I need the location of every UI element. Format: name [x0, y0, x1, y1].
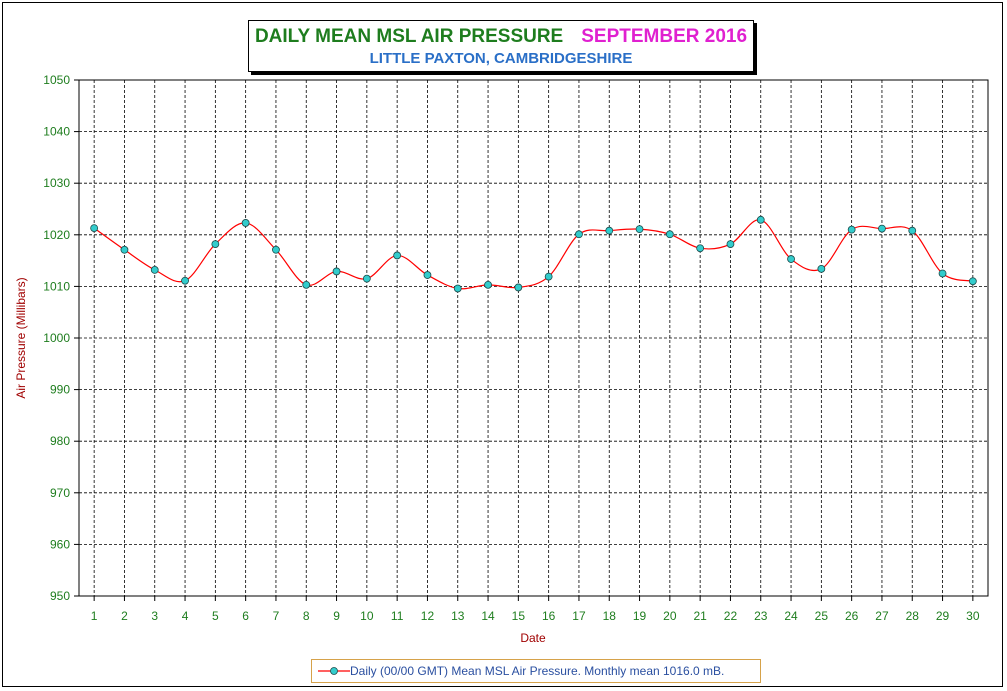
y-tick-label: 970: [50, 486, 70, 500]
y-tick-labels: 950 960 970 980 990 1000 1010 1020 1030 1040 1050: [43, 73, 79, 603]
x-tick-label: 25: [815, 609, 829, 623]
x-tick-label: 5: [212, 609, 219, 623]
x-tick-labels: 1 2 3 4 5 6 7 8 9 10 11 12 13 14 15 16 17 18 19 20 21 22 23 24 2…: [91, 596, 980, 623]
title-line: DAILY MEAN MSL AIR PRESSURE SEPTEMBER 201…: [249, 26, 753, 48]
data-point: [90, 224, 99, 232]
x-tick-label: 12: [421, 609, 435, 623]
y-tick-label: 1000: [43, 331, 70, 345]
data-point: [150, 265, 159, 274]
x-tick-label: 23: [754, 609, 768, 623]
x-tick-label: 19: [633, 609, 647, 623]
data-point: [756, 215, 765, 224]
data-point: [635, 225, 644, 234]
x-tick-label: 16: [542, 609, 556, 623]
x-tick-label: 24: [784, 609, 798, 623]
data-point: [908, 226, 917, 235]
data-point: [817, 264, 826, 273]
legend-symbol: [318, 667, 350, 675]
x-tick-label: 20: [663, 609, 677, 623]
data-point: [878, 224, 886, 233]
grid: [79, 80, 988, 596]
x-tick-label: 7: [273, 609, 280, 623]
x-tick-label: 8: [303, 609, 310, 623]
y-tick-label: 980: [50, 434, 70, 448]
x-tick-label: 15: [512, 609, 526, 623]
y-tick-label: 1010: [43, 279, 70, 293]
chart-title-period: SEPTEMBER 2016: [581, 26, 748, 47]
y-tick-label: 960: [50, 537, 70, 551]
data-point: [181, 276, 189, 285]
data-point: [665, 230, 674, 239]
x-axis-label: Date: [520, 631, 546, 645]
data-point: [241, 219, 250, 227]
data-point: [544, 272, 553, 281]
x-tick-label: 27: [875, 609, 889, 623]
data-point: [211, 240, 220, 248]
series-markers: [90, 215, 977, 293]
data-point: [423, 271, 432, 279]
data-point: [272, 245, 280, 254]
chart-subtitle: LITTLE PAXTON, CAMBRIDGESHIRE: [369, 50, 633, 67]
y-axis-label: Air Pressure (Millibars): [14, 277, 28, 398]
y-tick-label: 990: [50, 383, 70, 397]
data-point: [696, 244, 705, 253]
data-point: [332, 267, 341, 276]
x-tick-label: 21: [693, 609, 707, 623]
x-tick-label: 26: [845, 609, 859, 623]
x-tick-label: 9: [333, 609, 340, 623]
data-point: [968, 277, 977, 286]
data-point: [787, 255, 795, 263]
data-point: [575, 230, 583, 239]
data-point: [726, 240, 735, 248]
legend-label: Daily (00/00 GMT) Mean MSL Air Pressure.…: [350, 664, 725, 678]
y-tick-label: 950: [50, 589, 70, 603]
x-tick-label: 1: [91, 609, 98, 623]
x-tick-label: 17: [572, 609, 586, 623]
x-tick-label: 28: [906, 609, 920, 623]
x-tick-label: 18: [603, 609, 617, 623]
data-point: [120, 245, 129, 254]
x-tick-label: 14: [481, 609, 495, 623]
legend: Daily (00/00 GMT) Mean MSL Air Pressure.…: [311, 659, 761, 683]
data-point: [514, 283, 523, 292]
y-tick-label: 1030: [43, 176, 70, 190]
x-tick-label: 13: [451, 609, 465, 623]
data-point: [484, 280, 492, 289]
x-tick-label: 4: [182, 609, 189, 623]
data-point: [393, 251, 402, 260]
data-point: [605, 226, 614, 235]
x-tick-label: 6: [242, 609, 249, 623]
data-point: [938, 269, 947, 278]
y-tick-label: 1020: [43, 228, 70, 242]
title-box: DAILY MEAN MSL AIR PRESSURE SEPTEMBER 201…: [248, 20, 754, 72]
data-point: [453, 284, 462, 293]
data-point: [362, 274, 371, 283]
x-tick-label: 3: [151, 609, 158, 623]
y-tick-label: 1040: [43, 125, 70, 139]
data-point: [302, 280, 311, 289]
x-tick-label: 30: [966, 609, 980, 623]
x-tick-label: 11: [391, 609, 404, 623]
x-tick-label: 2: [121, 609, 128, 623]
x-tick-label: 10: [360, 609, 374, 623]
chart-title: DAILY MEAN MSL AIR PRESSURE: [254, 26, 564, 47]
x-tick-label: 22: [724, 609, 738, 623]
y-tick-label: 1050: [43, 73, 70, 87]
x-tick-label: 29: [936, 609, 950, 623]
data-point: [847, 225, 856, 234]
